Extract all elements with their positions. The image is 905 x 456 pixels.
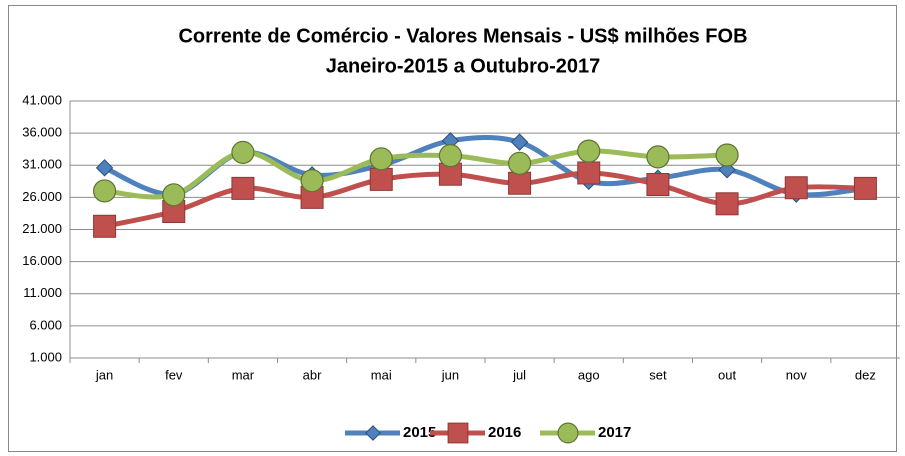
- series-line: [102, 148, 730, 200]
- legend-label: 2016: [488, 424, 521, 441]
- legend-marker: [447, 422, 469, 444]
- y-tick-label: 21.000: [22, 221, 62, 236]
- marker: [510, 133, 529, 151]
- x-tick-label: jan: [95, 367, 113, 382]
- marker: [231, 140, 255, 164]
- marker: [508, 171, 532, 195]
- x-tick-label: dez: [855, 367, 876, 382]
- marker: [853, 176, 877, 200]
- legend-label: 2017: [598, 424, 631, 441]
- y-tick-label: 6.000: [29, 317, 62, 332]
- y-tick-label: 16.000: [22, 253, 62, 268]
- x-tick-label: out: [718, 367, 736, 382]
- x-tick-label: set: [649, 367, 667, 382]
- marker: [92, 179, 117, 203]
- marker: [718, 161, 736, 179]
- legend-marker: [365, 425, 381, 441]
- chart-subtitle: Janeiro-2015 a Outubro-2017: [326, 55, 601, 77]
- marker: [438, 144, 463, 168]
- marker: [715, 143, 739, 167]
- marker: [784, 176, 808, 200]
- marker: [646, 173, 670, 197]
- chart-title: Corrente de Comércio - Valores Mensais -…: [178, 25, 747, 47]
- chart-frame: [8, 5, 897, 452]
- x-tick-label: mai: [371, 367, 392, 382]
- marker: [577, 139, 601, 163]
- y-tick-label: 31.000: [22, 157, 62, 172]
- y-tick-label: 36.000: [22, 125, 62, 140]
- x-tick-label: nov: [786, 367, 807, 382]
- marker: [231, 176, 255, 200]
- legend-marker: [557, 422, 579, 444]
- marker: [507, 151, 532, 175]
- x-tick-label: mar: [232, 367, 255, 382]
- marker: [369, 147, 393, 171]
- y-tick-label: 11.000: [23, 285, 62, 300]
- x-tick-label: abr: [303, 367, 322, 382]
- marker: [95, 159, 114, 177]
- x-tick-label: jul: [512, 367, 526, 382]
- y-tick-label: 41.000: [22, 92, 62, 107]
- x-tick-label: fev: [165, 367, 183, 382]
- marker: [162, 183, 186, 207]
- marker: [369, 167, 393, 191]
- y-tick-label: 1.000: [29, 349, 62, 364]
- marker: [715, 192, 739, 216]
- x-tick-label: jun: [441, 367, 459, 382]
- x-tick-label: ago: [578, 367, 600, 382]
- marker: [577, 161, 601, 185]
- legend-label: 2015: [403, 424, 436, 441]
- y-tick-label: 26.000: [22, 189, 62, 204]
- marker: [93, 214, 117, 238]
- marker: [300, 169, 324, 193]
- marker: [646, 145, 670, 169]
